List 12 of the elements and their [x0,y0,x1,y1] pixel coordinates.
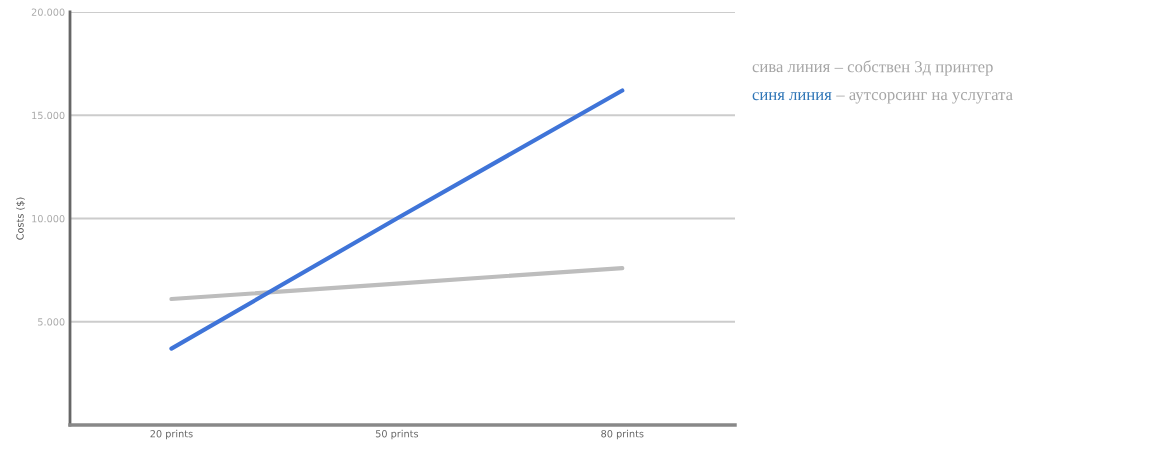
y-axis-title: Costs ($) [16,197,25,240]
y-tick-label: 10.000 [32,214,65,223]
text: – собствен 3д принтер [834,60,993,76]
x-tick-label: 20 prints [150,429,193,440]
x-tick-label: 80 prints [601,429,644,440]
y-tick-label: 20.000 [31,8,65,16]
y-tick-label: 5.000 [38,318,65,326]
text: синя линия [752,92,832,101]
y-tick-label: 15.000 [32,111,65,120]
text: – аутсорсинг на услугата [836,92,1013,104]
text: сива линия [752,64,830,73]
x-tick-label: 50 prints [375,429,419,440]
